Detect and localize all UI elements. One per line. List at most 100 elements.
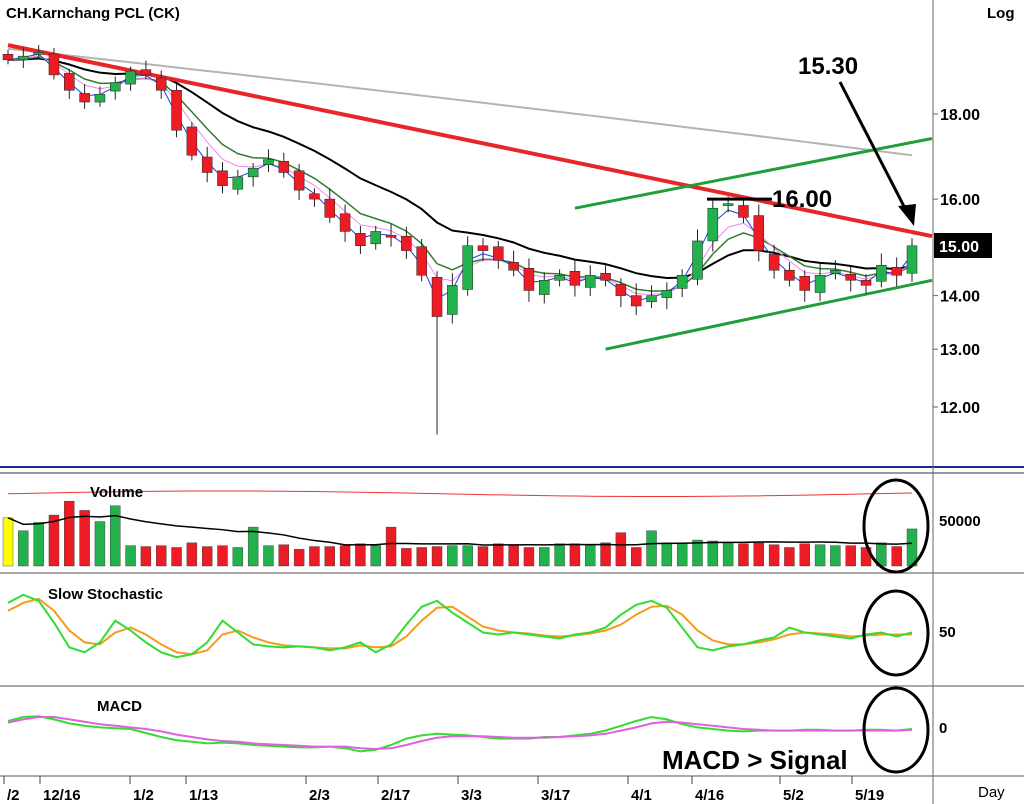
date-tick-label: 1/2 bbox=[133, 787, 154, 804]
candle-body bbox=[891, 267, 902, 276]
volume-bar bbox=[339, 545, 351, 567]
candle-body bbox=[814, 274, 826, 293]
volume-bar bbox=[370, 545, 381, 567]
candle-body bbox=[646, 295, 657, 303]
candle-body bbox=[140, 69, 152, 76]
stochastic-k-line bbox=[7, 593, 913, 659]
candle-body bbox=[155, 77, 167, 91]
volume-bar bbox=[845, 545, 856, 567]
volume-bar bbox=[33, 522, 44, 567]
highlight-volume-circle bbox=[862, 478, 930, 574]
candle-body bbox=[232, 176, 244, 190]
volume-axis-tick: 50000 bbox=[939, 513, 981, 530]
candle-body bbox=[906, 245, 918, 274]
candle-body bbox=[493, 246, 504, 261]
candle-body bbox=[401, 235, 412, 251]
highlight-stochastic-circle bbox=[862, 589, 930, 677]
macd-axis-tick: 0 bbox=[939, 720, 947, 737]
candle-body bbox=[554, 274, 565, 281]
candle-body bbox=[722, 203, 734, 206]
macd-title: MACD bbox=[97, 698, 142, 715]
macd-note: MACD > Signal bbox=[662, 745, 848, 775]
candle-body bbox=[79, 93, 90, 103]
candle-body bbox=[845, 273, 856, 281]
candle-body bbox=[447, 285, 458, 315]
volume-bar bbox=[661, 542, 673, 567]
date-tick-label: 2/17 bbox=[381, 787, 410, 804]
volume-bar bbox=[799, 543, 810, 567]
candle-body bbox=[385, 234, 397, 238]
volume-bar bbox=[309, 546, 320, 567]
volume-bar bbox=[355, 543, 366, 567]
candle-body bbox=[309, 193, 320, 200]
date-tick-label: 5/19 bbox=[855, 787, 884, 804]
volume-bar bbox=[676, 542, 688, 567]
volume-title: Volume bbox=[90, 484, 143, 501]
volume-bar bbox=[600, 542, 611, 567]
candle-body bbox=[324, 198, 336, 218]
stochastic-axis-tick: 50 bbox=[939, 624, 956, 641]
volume-bar bbox=[753, 542, 764, 567]
date-tick-label: 12/16 bbox=[43, 787, 81, 804]
candle-body bbox=[48, 53, 60, 76]
candle-body bbox=[569, 270, 581, 286]
date-tick-label: 5/2 bbox=[783, 787, 804, 804]
volume-bar bbox=[48, 514, 60, 567]
volume-bar bbox=[2, 517, 14, 567]
candle-body bbox=[784, 269, 795, 281]
ma-long-line bbox=[7, 47, 913, 157]
volume-bar bbox=[278, 544, 289, 567]
candle-body bbox=[64, 73, 75, 91]
candle-body bbox=[738, 205, 749, 218]
volume-bar bbox=[416, 547, 427, 567]
candle-body bbox=[247, 167, 259, 178]
date-tick-label: 3/3 bbox=[461, 787, 482, 804]
candle-body bbox=[125, 70, 136, 85]
candle-body bbox=[477, 245, 489, 251]
candle-body bbox=[539, 280, 550, 295]
target-15-30-label: 15.30 bbox=[798, 53, 858, 80]
date-tick-label: 4/1 bbox=[631, 787, 652, 804]
target-arrow-head bbox=[898, 204, 916, 226]
volume-bar bbox=[477, 546, 489, 567]
volume-upper-line bbox=[7, 490, 913, 498]
volume-bar bbox=[646, 530, 657, 567]
candle-body bbox=[707, 207, 719, 242]
channel-upper-line bbox=[574, 137, 933, 210]
volume-bar bbox=[293, 549, 305, 567]
chart-title: CH.Karnchang PCL (CK) bbox=[6, 5, 180, 22]
date-tick-label: 3/17 bbox=[541, 787, 570, 804]
volume-bar bbox=[263, 545, 274, 567]
candle-body bbox=[462, 245, 473, 290]
volume-bar bbox=[631, 547, 642, 567]
candle-body bbox=[217, 170, 228, 186]
price-axis-ticks: 18.00 16.00 14.00 13.00 12.00 bbox=[933, 107, 980, 417]
resistance-line bbox=[7, 43, 933, 239]
volume-bar bbox=[493, 543, 504, 567]
volume-bar bbox=[738, 543, 749, 567]
volume-bar bbox=[508, 544, 519, 567]
volume-bar bbox=[784, 547, 795, 567]
volume-bar bbox=[186, 542, 198, 567]
volume-bar bbox=[110, 505, 121, 567]
candle-body bbox=[676, 274, 688, 289]
volume-bar bbox=[722, 542, 734, 567]
volume-bar bbox=[768, 544, 780, 567]
price-tick-label: 18.00 bbox=[940, 107, 980, 124]
volume-bar bbox=[324, 546, 335, 567]
volume-bar bbox=[431, 546, 443, 567]
period-label: Day bbox=[978, 784, 1005, 801]
volume-average-line bbox=[7, 514, 913, 546]
stochastic-title: Slow Stochastic bbox=[48, 586, 163, 603]
candle-body bbox=[171, 90, 182, 131]
volume-bar bbox=[447, 545, 458, 567]
candle-body bbox=[830, 269, 841, 274]
candle-body bbox=[110, 82, 121, 92]
stochastic-d-line bbox=[7, 597, 912, 656]
level-16-label: 16.00 bbox=[772, 186, 832, 213]
candle-body bbox=[186, 126, 198, 156]
volume-bars bbox=[2, 490, 918, 567]
volume-bar bbox=[217, 545, 228, 567]
candle-body bbox=[876, 265, 887, 282]
